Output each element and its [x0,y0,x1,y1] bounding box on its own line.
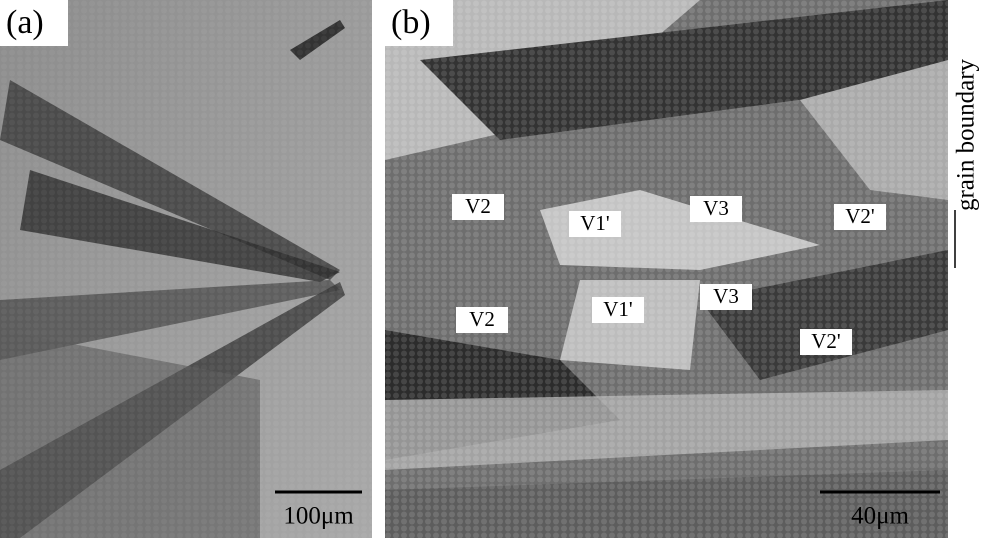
side-label: grain boundary [953,58,980,211]
figure: (a) 100μm (b) 40μm V2 V1' V3 V2' V2 V1' V3 V2' grain… [0,0,986,538]
annotation: V2' [845,204,874,228]
annotation: V1' [580,211,609,235]
annotation: V3 [713,284,739,308]
micrograph [0,0,372,538]
annotation: V2 [469,307,495,331]
annotation: V2 [465,194,491,218]
panel-label: (b) [391,4,431,41]
annotation: V3 [703,196,729,220]
annotation: V2' [811,329,840,353]
orientation-map [385,0,948,538]
annotation: V1' [603,297,632,321]
scale-bar-label: 100μm [283,503,354,530]
scale-bar-label: 40μm [851,503,909,530]
panel-label: (a) [6,4,44,41]
